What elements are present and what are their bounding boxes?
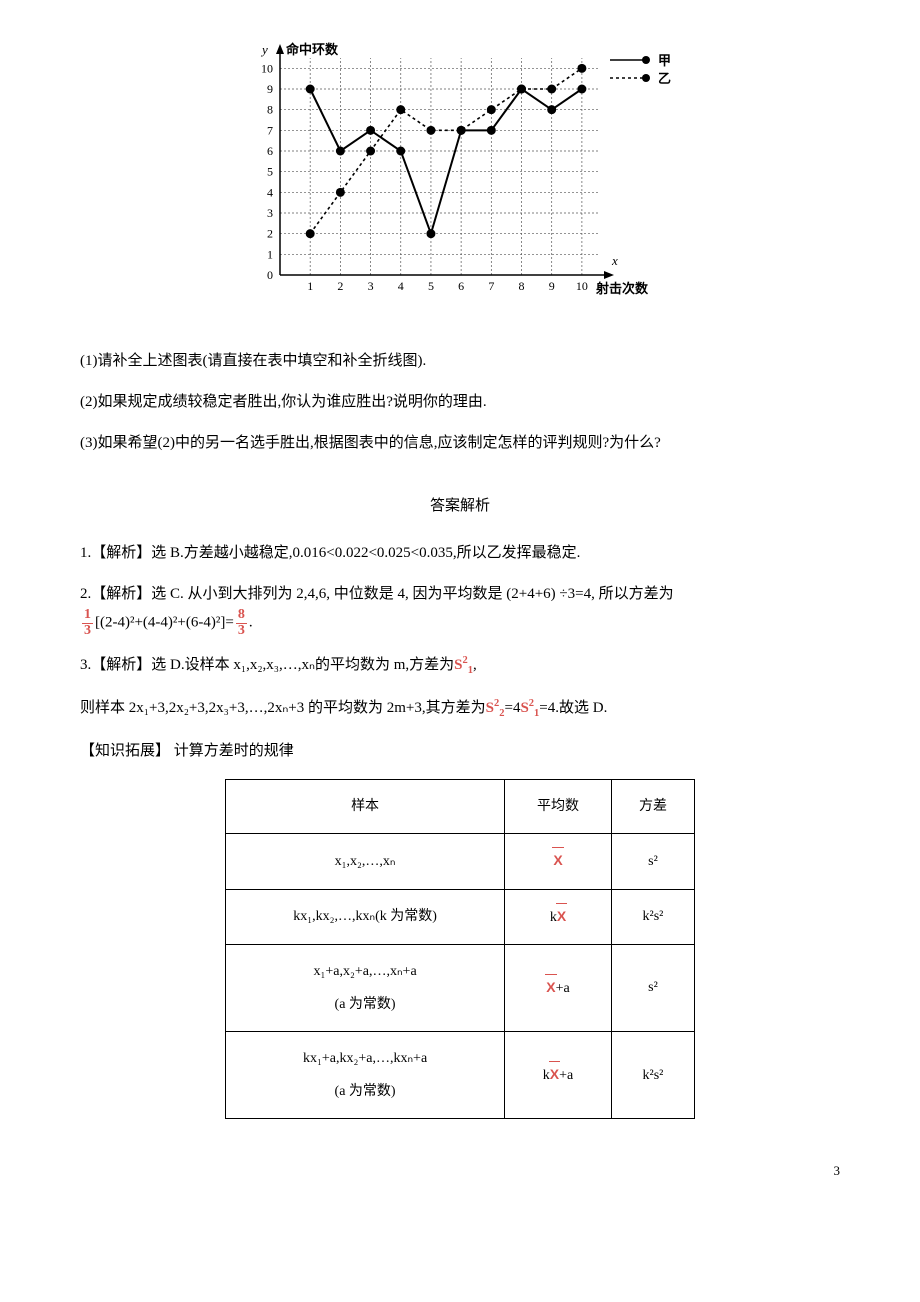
svg-text:5: 5 xyxy=(267,165,273,179)
answer-3-tail1: , xyxy=(473,657,477,673)
table-header-row: 样本 平均数 方差 xyxy=(226,780,695,834)
col-mean: 平均数 xyxy=(505,780,612,834)
question-3: (3)如果希望(2)中的另一名选手胜出,根据图表中的信息,应该制定怎样的评判规则… xyxy=(80,430,840,457)
svg-text:乙: 乙 xyxy=(658,71,671,86)
fraction-8-3: 8 3 xyxy=(236,608,247,638)
col-sample: 样本 xyxy=(226,780,505,834)
cell-sample: x₁+a,x₂+a,…,xₙ+a (a 为常数) xyxy=(226,944,505,1031)
cell-mean: kX+a xyxy=(505,1032,612,1119)
s-squared-1b: S21 xyxy=(520,700,539,716)
table-row: kx₁,kx₂,…,kxₙ(k 为常数) kX k²s² xyxy=(226,889,695,944)
svg-text:2: 2 xyxy=(267,227,273,241)
frac-den: 3 xyxy=(236,624,247,639)
answer-2-tail: . xyxy=(249,615,253,631)
s-letter: S xyxy=(454,657,462,673)
cell-var: s² xyxy=(611,834,694,889)
answer-2: 2.【解析】选 C. 从小到大排列为 2,4,6, 中位数是 4, 因为平均数是… xyxy=(80,581,840,638)
svg-text:x: x xyxy=(611,253,618,268)
svg-text:0: 0 xyxy=(267,268,273,282)
svg-text:9: 9 xyxy=(549,279,555,293)
svg-text:8: 8 xyxy=(267,103,273,117)
svg-text:1: 1 xyxy=(267,247,273,261)
question-2: (2)如果规定成绩较稳定者胜出,你认为谁应胜出?说明你的理由. xyxy=(80,389,840,416)
sample-line1: x₁+a,x₂+a,…,xₙ+a xyxy=(313,964,416,979)
x-bar-icon: X xyxy=(553,848,562,873)
svg-text:1: 1 xyxy=(307,279,313,293)
svg-text:8: 8 xyxy=(519,279,525,293)
cell-var: s² xyxy=(611,944,694,1031)
svg-text:7: 7 xyxy=(488,279,494,293)
line-chart: 1 2 3 4 5 6 7 8 9 10 0 1 2 3 4 5 6 7 8 9 10 y 命中环数 x 射击次数 甲乙 xyxy=(230,40,690,310)
svg-text:3: 3 xyxy=(267,206,273,220)
frac-num: 1 xyxy=(82,608,93,624)
mean-prefix: k xyxy=(550,910,557,925)
s-letter: S xyxy=(486,700,494,716)
s-squared-2: S22 xyxy=(486,700,505,716)
answer-2-prefix: 2.【解析】选 C. 从小到大排列为 2,4,6, 中位数是 4, 因为平均数是… xyxy=(80,586,674,602)
svg-text:10: 10 xyxy=(261,61,273,75)
svg-text:y: y xyxy=(260,42,268,57)
svg-text:4: 4 xyxy=(267,185,273,199)
mean-suffix: +a xyxy=(556,981,570,996)
chart-container: 1 2 3 4 5 6 7 8 9 10 0 1 2 3 4 5 6 7 8 9 10 y 命中环数 x 射击次数 甲乙 xyxy=(80,40,840,320)
sample-line2: (a 为常数) xyxy=(236,992,494,1017)
s-letter: S xyxy=(520,700,528,716)
svg-text:命中环数: 命中环数 xyxy=(285,42,339,57)
x-bar-icon: X xyxy=(546,975,555,1000)
knowledge-extend-title: 【知识拓展】 计算方差时的规律 xyxy=(80,738,840,765)
cell-sample: kx₁+a,kx₂+a,…,kxₙ+a (a 为常数) xyxy=(226,1032,505,1119)
cell-var: k²s² xyxy=(611,889,694,944)
answer-3-line2-pre: 则样本 2x₁+3,2x₂+3,2x₃+3,…,2xₙ+3 的平均数为 2m+3… xyxy=(80,700,486,716)
eq-4: =4 xyxy=(504,700,520,716)
frac-num: 8 xyxy=(236,608,247,624)
svg-text:6: 6 xyxy=(267,144,273,158)
svg-text:10: 10 xyxy=(576,279,588,293)
table-row: kx₁+a,kx₂+a,…,kxₙ+a (a 为常数) kX+a k²s² xyxy=(226,1032,695,1119)
svg-text:6: 6 xyxy=(458,279,464,293)
frac-den: 3 xyxy=(82,624,93,639)
svg-text:射击次数: 射击次数 xyxy=(595,281,649,296)
question-1: (1)请补全上述图表(请直接在表中填空和补全折线图). xyxy=(80,348,840,375)
svg-text:7: 7 xyxy=(267,123,273,137)
mean-prefix: k xyxy=(543,1068,550,1083)
answer-3-tail2: =4.故选 D. xyxy=(539,700,607,716)
sample-line2: (a 为常数) xyxy=(236,1079,494,1104)
cell-mean: X+a xyxy=(505,944,612,1031)
cell-sample: kx₁,kx₂,…,kxₙ(k 为常数) xyxy=(226,889,505,944)
answer-3-line1: 3.【解析】选 D.设样本 x₁,x₂,x₃,…,xₙ的平均数为 m,方差为S2… xyxy=(80,652,840,681)
cell-mean: X xyxy=(505,834,612,889)
cell-sample: x₁,x₂,…,xₙ xyxy=(226,834,505,889)
x-bar-icon: X xyxy=(550,1062,559,1087)
svg-text:9: 9 xyxy=(267,82,273,96)
table-row: x₁+a,x₂+a,…,xₙ+a (a 为常数) X+a s² xyxy=(226,944,695,1031)
svg-text:甲: 甲 xyxy=(658,53,671,68)
col-variance: 方差 xyxy=(611,780,694,834)
fraction-1-3: 1 3 xyxy=(82,608,93,638)
variance-rules-table: 样本 平均数 方差 x₁,x₂,…,xₙ X s² kx₁,kx₂,…,kxₙ(… xyxy=(225,779,695,1119)
answer-1: 1.【解析】选 B.方差越小越稳定,0.016<0.022<0.025<0.03… xyxy=(80,540,840,567)
cell-mean: kX xyxy=(505,889,612,944)
answers-heading: 答案解析 xyxy=(80,493,840,520)
svg-text:2: 2 xyxy=(337,279,343,293)
answer-3-line2: 则样本 2x₁+3,2x₂+3,2x₃+3,…,2xₙ+3 的平均数为 2m+3… xyxy=(80,695,840,724)
svg-text:4: 4 xyxy=(398,279,404,293)
cell-var: k²s² xyxy=(611,1032,694,1119)
mean-suffix: +a xyxy=(559,1068,573,1083)
s-squared-1: S21 xyxy=(454,657,473,673)
x-bar-icon: X xyxy=(557,904,566,929)
table-row: x₁,x₂,…,xₙ X s² xyxy=(226,834,695,889)
svg-text:3: 3 xyxy=(368,279,374,293)
answer-2-mid: [(2-4)²+(4-4)²+(6-4)²]= xyxy=(95,615,234,631)
sample-line1: kx₁+a,kx₂+a,…,kxₙ+a xyxy=(303,1051,427,1066)
svg-text:5: 5 xyxy=(428,279,434,293)
answer-3-prefix: 3.【解析】选 D.设样本 x₁,x₂,x₃,…,xₙ的平均数为 m,方差为 xyxy=(80,657,454,673)
page-number: 3 xyxy=(80,1159,840,1182)
